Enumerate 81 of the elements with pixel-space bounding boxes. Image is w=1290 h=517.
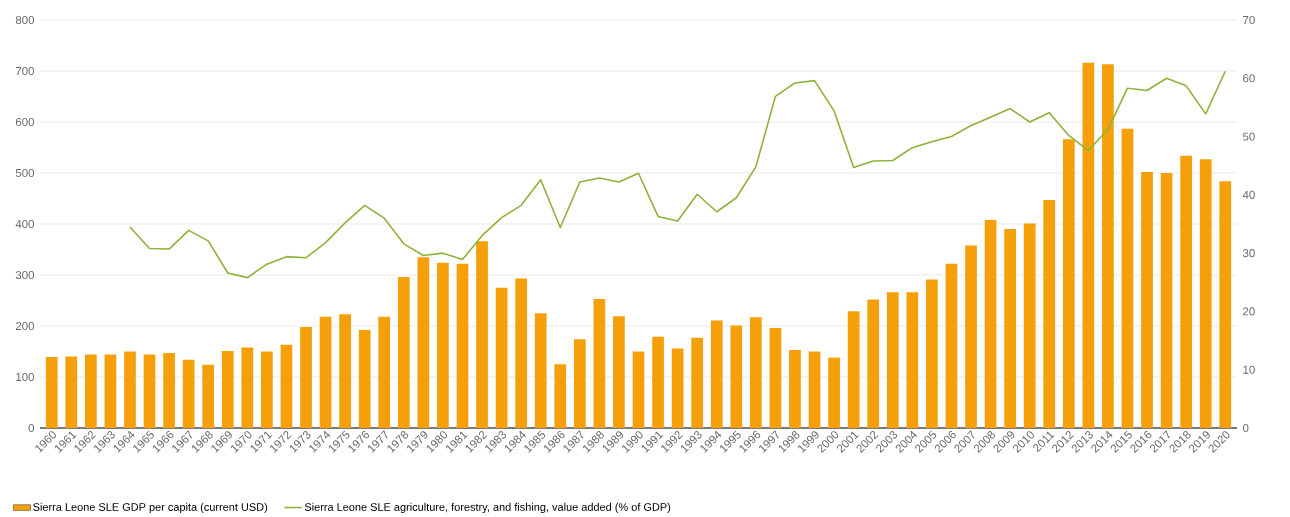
bar [515,278,528,428]
bar [691,337,704,428]
y2-tick-label: 50 [1242,132,1255,141]
y2-tick-label: 0 [1242,423,1249,433]
bar [1219,181,1232,428]
bar [632,351,645,428]
bar [573,339,586,428]
bar [652,336,664,428]
bar [437,262,449,428]
bar [1141,171,1153,428]
bar [1180,155,1193,428]
y-tick-label: 800 [15,15,35,25]
bar [965,245,977,428]
bar [1062,139,1075,428]
bar [124,351,136,428]
bar [554,364,567,428]
bar [65,356,78,428]
bar [319,316,332,428]
bar [984,219,997,428]
bar [613,316,625,428]
y2-tick-label: 60 [1243,74,1255,83]
bar [926,279,938,428]
bar [671,348,684,428]
bar [749,317,762,428]
bar [495,287,508,428]
bar [45,357,58,428]
y2-tick-label: 10 [1243,365,1255,374]
bar [456,263,469,428]
bar [593,298,606,428]
bar [1004,229,1016,428]
y-tick-label: 200 [15,321,35,331]
bar [886,292,899,428]
bar [828,357,840,428]
bar [847,311,860,428]
bar [1082,62,1095,428]
bar [143,354,156,428]
bar [182,359,195,428]
y-tick-label: 0 [28,423,35,433]
bar [1199,159,1212,428]
bar [300,327,312,428]
bar [378,316,391,428]
legend-label: Sierra Leone SLE agriculture, forestry, and fishing, value added (% of GDP) [304,502,671,514]
bar [945,263,958,428]
bar [1043,200,1056,428]
bar [789,349,801,428]
bar [808,351,821,428]
bar [1160,173,1173,428]
bar [710,320,723,428]
bar [280,344,293,428]
bar [202,364,215,428]
line-series [129,70,1227,279]
bar [769,328,782,428]
y2-tick-label: 30 [1242,249,1255,258]
y-tick-label: 300 [15,270,35,280]
bar [221,350,234,428]
bar [84,354,97,428]
y-tick-label: 100 [16,372,35,382]
y-tick-label: 600 [15,117,35,127]
bar [261,351,273,428]
bar [534,313,547,428]
bar [476,241,488,428]
bar [397,277,410,428]
bar [104,354,117,428]
y-tick-label: 500 [15,168,35,178]
y2-tick-label: 20 [1243,307,1255,316]
y-tick-label: 700 [15,66,35,76]
bar [1102,64,1114,428]
bar [417,257,430,428]
legend-label: Sierra Leone SLE GDP per capita (current USD) [33,502,268,514]
y2-tick-label: 40 [1242,190,1255,199]
bar [730,325,743,428]
bar [339,314,351,428]
bar [906,292,919,428]
bar [358,330,371,428]
y-tick-label: 400 [15,219,35,229]
bar [867,299,880,428]
bar [241,347,254,428]
bar [163,353,175,428]
bar [1023,223,1036,428]
bar [1121,128,1134,428]
y2-tick-label: 70 [1243,15,1255,25]
